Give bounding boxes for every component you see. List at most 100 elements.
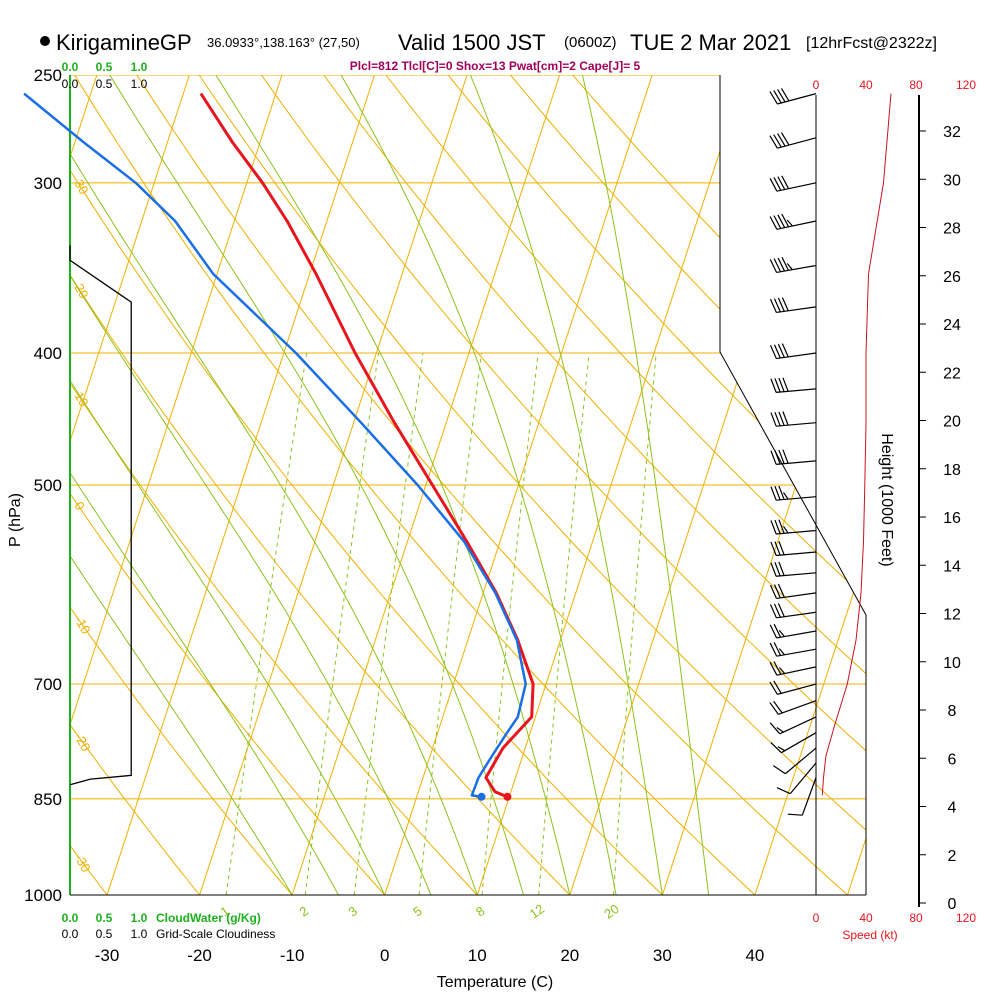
moist-adiabat-line (469, 75, 663, 895)
moist-adiabat-line (70, 75, 339, 895)
wind-barb-feather (770, 378, 777, 393)
mixing-ratio-line (304, 352, 379, 895)
wind-barb-feather (778, 449, 785, 464)
temperature-line (199, 92, 535, 799)
wind-barb-staff (776, 648, 817, 657)
wind-barb-feather (774, 486, 781, 501)
dry-adiabat-line (70, 75, 318, 895)
cloud-water-top-label: 0.5 (96, 60, 113, 74)
dry-adiabat-line (182, 75, 866, 895)
wind-barb-feather (769, 345, 777, 359)
wind-barb-feather (778, 629, 785, 637)
wind-speed-bottom-tick: 0 (813, 911, 820, 925)
wind-barb-feather (773, 603, 781, 618)
plot-right-border (719, 75, 867, 895)
height-tick-label: 26 (943, 269, 961, 286)
height-tick-label: 22 (943, 365, 961, 382)
cloudiness-top-label: 0.0 (62, 77, 79, 91)
wind-barb-feather (774, 412, 781, 427)
wind-barb-staff (776, 496, 817, 501)
cloudiness-line (69, 245, 132, 786)
wind-barb-feather (769, 604, 777, 619)
wind-barb (769, 623, 817, 639)
height-tick-label: 2 (948, 848, 957, 865)
cloudiness-top-label: 1.0 (131, 77, 148, 91)
cloud-water-bottom-label: 0.0 (62, 911, 79, 925)
forecast-info: [12hrFcst@2322z] (806, 35, 937, 52)
header: KirigamineGP 36.0933°,138.163° (27,50) V… (40, 30, 937, 73)
wind-barb-feather (773, 298, 781, 313)
wind-barb-staff (777, 137, 817, 149)
height-tick-label: 32 (943, 124, 961, 141)
mixing-ratio-line (481, 352, 539, 895)
height-tick-label: 0 (948, 896, 957, 913)
wind-speed-bottom-tick: 40 (859, 911, 873, 925)
wind-barb-feather (777, 343, 785, 358)
wind-barb-feather (770, 541, 777, 556)
wind-barb-feather (780, 132, 790, 146)
wind-barb-feather (781, 175, 790, 189)
plot-area: 1 2 3 5 8 12 20-30-20-100102030250300400500700… (7, 60, 976, 991)
dry-adiabat-line (70, 75, 693, 895)
height-axis-label: Height (1000 Feet) (878, 433, 895, 566)
wind-barb-feather (783, 492, 789, 500)
dry-adiabat-label: 20 (71, 281, 91, 301)
wind-speed-top-tick: 40 (859, 78, 873, 92)
station-name: KirigamineGP (56, 30, 192, 55)
height-tick-label: 8 (948, 703, 957, 720)
wind-barb-staff (778, 700, 817, 715)
wind-barb-feather (778, 377, 785, 392)
dry-adiabat-label: 10 (71, 389, 91, 409)
wind-barb-feather (776, 787, 791, 795)
wind-barb-feather (781, 297, 789, 312)
wind-barb-feather (770, 562, 777, 577)
wind-barb-feather (781, 213, 790, 228)
wind-barb-feather (770, 520, 777, 535)
wind-barb (769, 297, 817, 314)
wind-barb-staff (776, 422, 817, 427)
wind-barb-feather (777, 297, 785, 312)
wind-barb-feather (773, 90, 782, 104)
wind-barb-feather (778, 485, 785, 500)
wind-barb (776, 762, 817, 795)
wind-barb-feather (777, 257, 786, 272)
wind-barb (769, 680, 817, 695)
wind-barb-feather (777, 133, 786, 147)
moist-adiabat-line (109, 75, 524, 895)
wind-barb (787, 777, 817, 816)
dry-adiabat-line (70, 75, 505, 895)
wind-barb-feather (769, 624, 778, 639)
height-tick-label: 4 (948, 800, 957, 817)
wind-barb-feather (770, 450, 777, 465)
wind-barb-feather (773, 134, 782, 148)
wind-barb (769, 642, 817, 657)
wind-barb-feather (769, 216, 778, 230)
height-tick-label: 28 (943, 221, 961, 238)
isotherm-line (754, 75, 866, 895)
wind-barb-staff (776, 630, 817, 639)
wind-barb-feather (769, 584, 777, 599)
pressure-tick-label: 700 (34, 675, 62, 694)
dry-adiabat-label: 0 (71, 499, 88, 513)
valid-date: TUE 2 Mar 2021 (630, 30, 791, 55)
wind-barb-feather (774, 519, 781, 534)
dry-adiabat-label: -30 (71, 851, 93, 875)
wind-barb-feather (778, 519, 785, 534)
dry-adiabat-line (70, 75, 130, 895)
wind-barb-feather (770, 412, 777, 427)
dry-adiabat-label: -20 (71, 730, 93, 754)
wind-barb-staff (776, 352, 817, 360)
mixing-ratio-label: 3 (345, 903, 360, 919)
mixing-ratio-line (613, 352, 657, 895)
pressure-tick-label: 1000 (24, 886, 62, 905)
mixing-ratio-label: 20 (601, 901, 621, 922)
wind-barb-feather (777, 214, 786, 228)
wind-barb-staff (777, 93, 817, 105)
wind-barb (770, 732, 817, 754)
mixing-ratio-line (353, 352, 424, 895)
dry-adiabat-line (244, 75, 866, 895)
moist-adiabat-line (215, 75, 571, 895)
height-tick-label: 10 (943, 655, 961, 672)
moist-adiabat-line (70, 75, 293, 895)
